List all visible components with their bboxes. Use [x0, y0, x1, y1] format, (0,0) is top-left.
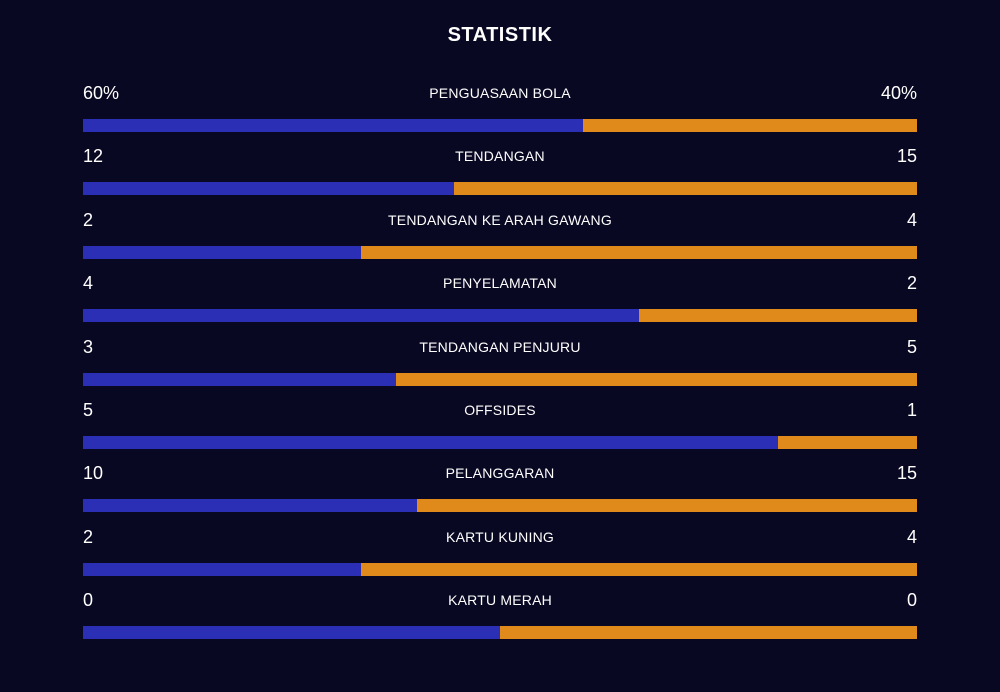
away-bar	[583, 119, 917, 132]
stat-row-penyelamatan: 4 PENYELAMATAN 2	[83, 270, 917, 333]
away-value: 5	[906, 336, 917, 357]
stat-label: PENYELAMATAN	[443, 275, 557, 292]
comparison-bar	[83, 626, 917, 640]
away-value: 4	[906, 526, 917, 547]
away-bar	[500, 626, 917, 640]
stat-label: OFFSIDES	[464, 401, 536, 418]
stat-row-tendangan-ke-arah-gawang: 2 TENDANGAN KE ARAH GAWANG 4	[83, 207, 917, 270]
stat-label: TENDANGAN PENJURU	[419, 338, 581, 355]
home-value: 10	[83, 463, 104, 484]
stat-row-penguasaan-bola: 60% PENGUASAAN BOLA 40%	[83, 80, 917, 143]
home-value: 2	[83, 209, 94, 230]
stat-label: TENDANGAN	[455, 148, 545, 165]
home-bar	[83, 309, 639, 323]
away-bar	[361, 562, 917, 576]
stat-row-kartu-merah: 0 KARTU MERAH 0	[83, 587, 917, 650]
away-bar	[396, 372, 917, 386]
home-value: 0	[83, 590, 94, 611]
stat-row-tendangan: 12 TENDANGAN 15	[83, 143, 917, 206]
stat-row-offsides: 5 OFFSIDES 1	[83, 397, 917, 460]
comparison-bar	[83, 435, 917, 449]
stat-row-tendangan-penjuru: 3 TENDANGAN PENJURU 5	[83, 334, 917, 397]
stat-row-pelanggaran: 10 PELANGGARAN 15	[83, 460, 917, 523]
away-value: 1	[906, 399, 917, 420]
away-value: 4	[906, 209, 917, 230]
home-bar	[83, 499, 417, 513]
comparison-bar	[83, 309, 917, 323]
home-bar	[83, 435, 778, 449]
stat-header: 0 KARTU MERAH 0	[83, 587, 917, 613]
comparison-bar	[83, 499, 917, 513]
away-value: 40%	[880, 83, 917, 103]
stat-label: TENDANGAN KE ARAH GAWANG	[388, 211, 612, 228]
home-value: 12	[83, 146, 104, 167]
away-bar	[778, 435, 917, 449]
home-bar	[83, 119, 583, 132]
away-bar	[454, 182, 917, 196]
stat-header: 3 TENDANGAN PENJURU 5	[83, 334, 917, 360]
away-value: 0	[906, 590, 917, 611]
home-value: 3	[83, 336, 94, 357]
home-bar	[83, 245, 361, 259]
home-value: 4	[83, 273, 94, 294]
home-value: 2	[83, 526, 94, 547]
comparison-bar	[83, 182, 917, 196]
stat-header: 5 OFFSIDES 1	[83, 397, 917, 423]
stat-header: 4 PENYELAMATAN 2	[83, 270, 917, 296]
comparison-bar	[83, 245, 917, 259]
comparison-bar	[83, 119, 917, 132]
away-bar	[361, 245, 917, 259]
comparison-bar	[83, 562, 917, 576]
page-title: STATISTIK	[447, 24, 553, 46]
stat-header: 2 KARTU KUNING 4	[83, 524, 917, 550]
home-bar	[83, 562, 361, 576]
stat-header: 12 TENDANGAN 15	[83, 143, 917, 169]
away-value: 2	[906, 273, 917, 294]
stat-label: PENGUASAAN BOLA	[429, 85, 571, 101]
stat-label: PELANGGARAN	[445, 465, 555, 482]
stat-header: 10 PELANGGARAN 15	[83, 460, 917, 486]
stat-header: 2 TENDANGAN KE ARAH GAWANG 4	[83, 207, 917, 233]
stat-label: KARTU MERAH	[448, 592, 552, 609]
home-value: 5	[83, 399, 94, 420]
home-bar	[83, 182, 454, 196]
home-bar	[83, 372, 396, 386]
away-bar	[417, 499, 917, 513]
stat-header: 60% PENGUASAAN BOLA 40%	[83, 80, 917, 106]
away-value: 15	[896, 463, 917, 484]
away-bar	[639, 309, 917, 323]
home-value: 60%	[83, 83, 120, 103]
home-bar	[83, 626, 500, 640]
away-value: 15	[896, 146, 917, 167]
comparison-bar	[83, 372, 917, 386]
stat-row-kartu-kuning: 2 KARTU KUNING 4	[83, 524, 917, 587]
stats-list: 60% PENGUASAAN BOLA 40% 12 TENDANGAN 15 …	[83, 80, 917, 651]
stat-label: KARTU KUNING	[446, 528, 554, 545]
